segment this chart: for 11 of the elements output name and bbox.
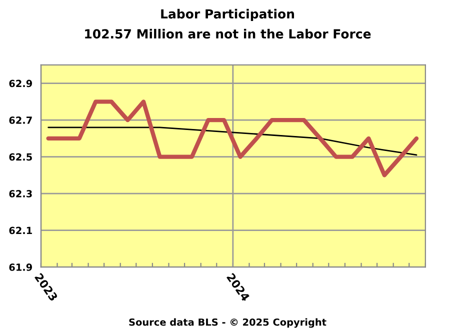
chart-subtitle: 102.57 Million are not in the Labor Force (85, 28, 371, 39)
y-tick-label: 62.5 (9, 153, 32, 161)
line-series (48, 126, 418, 156)
y-tick-label: 62.9 (9, 80, 32, 88)
chart-title: Labor Participation (161, 8, 294, 22)
source-note: Source data BLS - © 2025 Copyright (129, 318, 326, 328)
y-tick-label: 62.1 (9, 226, 32, 234)
y-tick-label: 62.3 (9, 190, 32, 198)
y-tick-label: 62.7 (9, 116, 32, 124)
line-series (46, 100, 419, 178)
y-tick-label: 61.9 (9, 264, 32, 271)
